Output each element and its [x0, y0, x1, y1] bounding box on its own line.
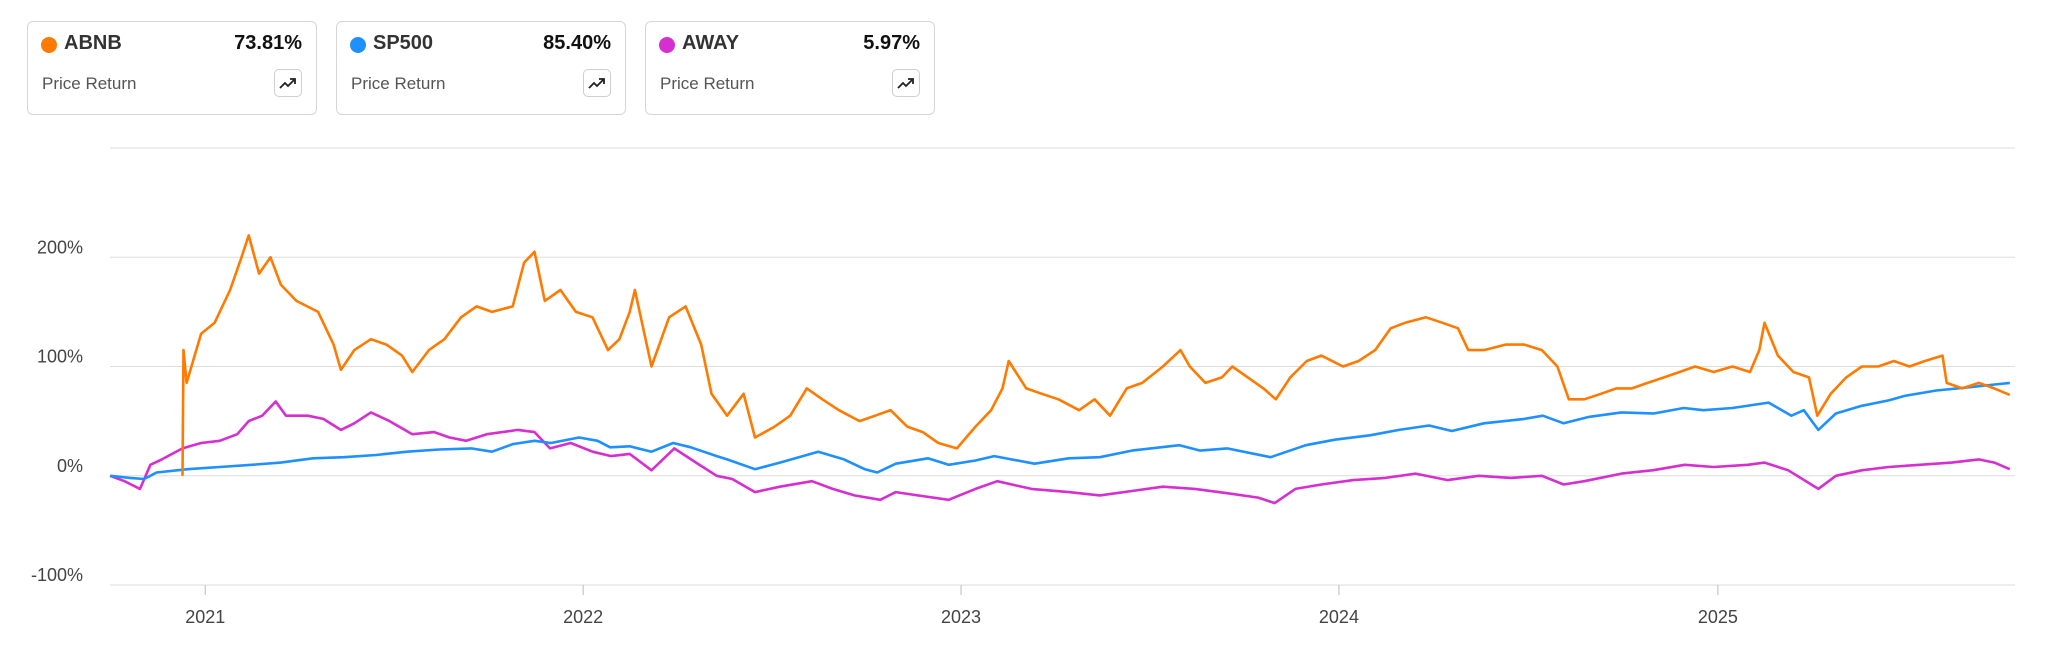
- trend-up-icon[interactable]: [274, 69, 302, 97]
- y-tick-label: 100%: [37, 347, 83, 367]
- series-color-dot: [41, 37, 57, 53]
- y-tick-label: 0%: [57, 456, 83, 476]
- card-subtitle: Price Return: [660, 74, 755, 93]
- card-subtitle: Price Return: [351, 74, 446, 93]
- card-ticker: SP500: [373, 32, 434, 54]
- series-color-dot: [659, 37, 675, 53]
- card-abnb[interactable]: ABNB 73.81% Price Return: [27, 21, 317, 115]
- card-value: 5.97%: [863, 32, 920, 54]
- series-color-dot: [350, 37, 366, 53]
- y-axis-ticks: 200% 100% 0% -100%: [31, 237, 83, 585]
- card-subtitle: Price Return: [42, 74, 137, 93]
- series-line-sp500: [109, 381, 2010, 481]
- card-value: 85.40%: [543, 32, 611, 54]
- x-tick-label: 2023: [941, 607, 981, 627]
- series-line-away: [109, 400, 2011, 505]
- y-tick-label: 200%: [37, 237, 83, 257]
- chart-series: [109, 234, 2011, 505]
- trend-up-icon[interactable]: [892, 69, 920, 97]
- x-tick-label: 2021: [185, 607, 225, 627]
- series-line-abnb: [181, 234, 2011, 476]
- card-away[interactable]: AWAY 5.97% Price Return: [645, 21, 935, 115]
- card-value: 73.81%: [234, 32, 302, 54]
- card-ticker: ABNB: [64, 32, 122, 54]
- x-tick-label: 2025: [1698, 607, 1738, 627]
- x-tick-label: 2024: [1319, 607, 1359, 627]
- trend-up-icon[interactable]: [583, 69, 611, 97]
- x-tick-label: 2022: [563, 607, 603, 627]
- card-sp500[interactable]: SP500 85.40% Price Return: [336, 21, 626, 115]
- x-axis-ticks: 2021 2022 2023 2024 2025: [185, 585, 1738, 627]
- y-tick-label: -100%: [31, 565, 83, 585]
- card-ticker: AWAY: [682, 32, 740, 54]
